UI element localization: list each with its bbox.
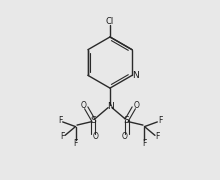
Text: F: F (73, 139, 78, 148)
Text: N: N (107, 102, 113, 111)
Text: N: N (132, 71, 139, 80)
Text: S: S (124, 116, 130, 125)
Text: F: F (60, 132, 65, 141)
Text: O: O (122, 132, 128, 141)
Text: F: F (158, 116, 162, 125)
Text: S: S (90, 116, 96, 125)
Text: O: O (81, 101, 87, 110)
Text: O: O (92, 132, 98, 141)
Text: O: O (133, 101, 139, 110)
Text: F: F (155, 132, 160, 141)
Text: Cl: Cl (106, 17, 114, 26)
Text: F: F (142, 139, 147, 148)
Text: F: F (58, 116, 62, 125)
